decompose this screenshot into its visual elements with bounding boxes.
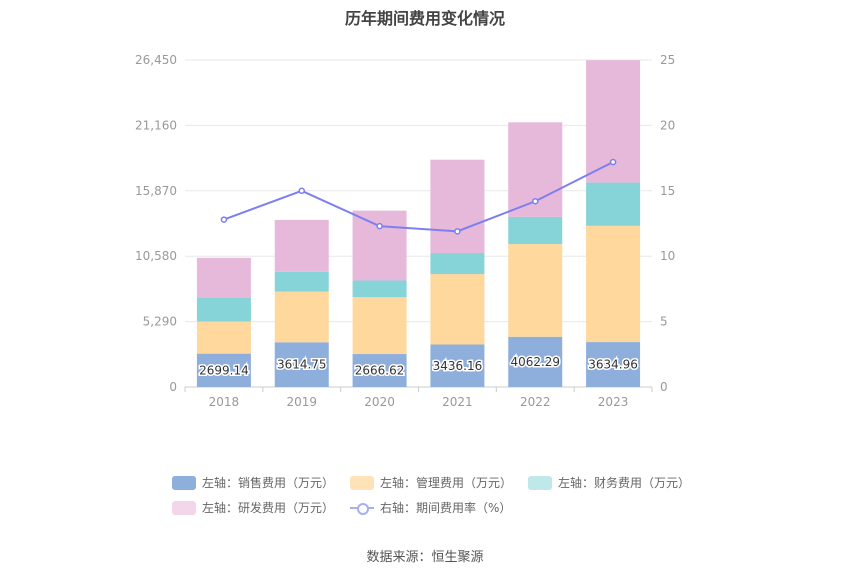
legend-swatch-finance [528, 475, 553, 490]
legend-label-finance: 左轴：财务费用（万元） [558, 476, 691, 490]
legend-swatch-rate [350, 501, 375, 515]
bar-sales [274, 342, 329, 387]
right-tick-label: 20 [660, 118, 675, 132]
bar-value-label: 4062.29 [510, 355, 560, 369]
data-source: 数据来源：恒生聚源 [366, 550, 484, 565]
right-tick-label: 25 [660, 53, 675, 67]
bar-finance [274, 271, 329, 292]
legend-label-admin: 左轴：管理费用（万元） [380, 476, 513, 490]
legend-item-rate[interactable]: 右轴：期间费用率（%） [350, 499, 511, 516]
x-tick-label: 2021 [442, 395, 473, 409]
right-tick-label: 5 [660, 315, 668, 329]
bar-finance [508, 216, 563, 245]
bar-finance [586, 182, 641, 226]
bar-value-label: 3614.75 [277, 358, 327, 372]
left-tick-label: 21,160 [135, 118, 177, 132]
left-tick-label: 0 [169, 380, 177, 394]
left-tick-label: 15,870 [135, 184, 177, 198]
bar-admin [508, 244, 563, 337]
legend-row-2: 左轴：研发费用（万元） 右轴：期间费用率（%） [172, 495, 692, 520]
bar-admin [274, 291, 329, 343]
legend-label-sales: 左轴：销售费用（万元） [202, 476, 335, 490]
x-tick-label: 2019 [286, 395, 317, 409]
legend-item-finance[interactable]: 左轴：财务费用（万元） [528, 474, 690, 491]
bar-value-labels: 2699.14 3614.75 2666.62 3436.16 4062.29 3634.… [198, 353, 640, 379]
legend: 左轴：销售费用（万元） 左轴：管理费用（万元） 左轴：财务费用（万元） 左轴：研… [172, 470, 692, 520]
right-tick-label: 0 [660, 380, 668, 394]
bar-sales [196, 353, 251, 387]
grid-lines [185, 59, 652, 388]
left-tick-label: 26,450 [135, 53, 177, 67]
rate-point [376, 222, 383, 230]
rate-point [220, 216, 228, 223]
bar-admin [430, 274, 485, 345]
bar-value-label: 3436.16 [433, 359, 483, 373]
legend-item-rd[interactable]: 左轴：研发费用（万元） [172, 499, 334, 516]
bar-sales [430, 344, 485, 387]
x-tick-label: 2022 [520, 395, 551, 409]
left-axis-ticks: 0 5,290 10,580 15,870 21,160 26,450 [135, 53, 177, 394]
legend-item-admin[interactable]: 左轴：管理费用（万元） [350, 474, 512, 491]
bar-sales [352, 354, 407, 387]
x-tick-label: 2020 [364, 395, 395, 409]
bar-finance [352, 280, 407, 298]
bar-value-label: 2699.14 [199, 363, 249, 377]
rate-line [220, 158, 617, 235]
left-tick-label: 10,580 [135, 249, 177, 263]
right-tick-label: 15 [660, 184, 675, 198]
x-tick-label: 2023 [598, 395, 629, 409]
rate-point [532, 198, 539, 205]
left-tick-label: 5,290 [143, 315, 177, 329]
bar-rd [430, 159, 485, 254]
bar-value-label: 3634.96 [588, 358, 638, 372]
bar-sales [508, 336, 563, 387]
bar-rd [352, 210, 407, 281]
rate-point [609, 158, 617, 166]
legend-swatch-admin [350, 475, 375, 490]
rate-point [454, 228, 461, 235]
rate-point [298, 187, 305, 195]
bar-admin [196, 321, 251, 354]
legend-label-rate: 右轴：期间费用率（%） [380, 501, 512, 515]
legend-row-1: 左轴：销售费用（万元） 左轴：管理费用（万元） 左轴：财务费用（万元） [172, 470, 692, 495]
bars [196, 60, 641, 387]
legend-swatch-rd [172, 500, 196, 515]
bar-finance [196, 297, 251, 322]
bar-finance [430, 253, 485, 275]
bar-admin [586, 225, 641, 343]
legend-swatch-sales [172, 475, 196, 490]
bar-admin [352, 297, 407, 355]
right-axis-ticks: 0 5 10 15 20 25 [660, 53, 675, 394]
x-tick-label: 2018 [209, 395, 240, 409]
legend-item-sales[interactable]: 左轴：销售费用（万元） [172, 474, 334, 491]
bar-value-label: 2666.62 [355, 364, 405, 378]
bar-rd [274, 219, 329, 272]
rate-line-path [223, 161, 614, 233]
bar-rd [196, 257, 251, 298]
x-axis: 2018 2019 2020 2021 2022 2023 [184, 387, 653, 409]
bar-sales [586, 342, 641, 387]
legend-label-rd: 左轴：研发费用（万元） [202, 501, 335, 515]
chart-title: 历年期间费用变化情况 [344, 9, 505, 28]
right-tick-label: 10 [660, 249, 675, 263]
